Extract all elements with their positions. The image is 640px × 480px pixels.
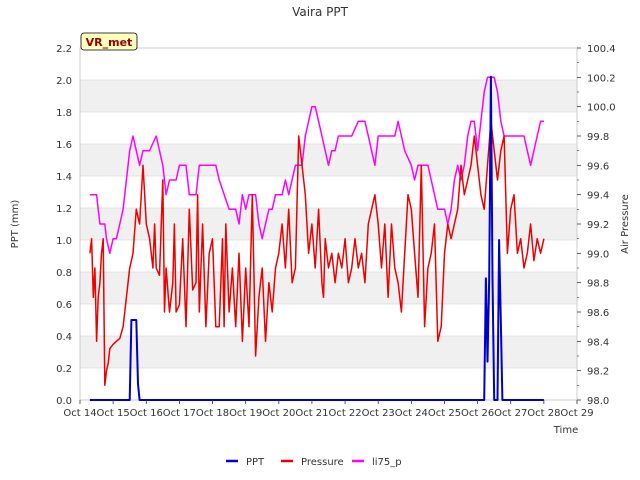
plot-band xyxy=(80,272,577,304)
right-tick-label: 98.4 xyxy=(587,337,609,348)
series-lines xyxy=(89,75,545,401)
badge-label: VR_met xyxy=(86,36,133,49)
x-tick-label: Oct 24 xyxy=(395,408,428,419)
right-tick-label: 99.2 xyxy=(587,220,609,231)
left-tick-label: 1.0 xyxy=(56,236,72,247)
right-tick-label: 99.8 xyxy=(587,132,609,143)
left-axis: 0.0 0.2 0.4 0.6 0.8 1.0 1.2 1.4 1.6 1.8 2.0 2.2 xyxy=(56,44,72,407)
x-tick-label: Oct 23 xyxy=(362,408,395,419)
x-tick-label: Oct 19 xyxy=(229,408,262,419)
x-tick-label: Oct 14 xyxy=(63,408,96,419)
badge-box xyxy=(80,32,138,51)
x-tick-label: Oct 15 xyxy=(97,408,130,419)
left-tick-label: 0.6 xyxy=(56,300,72,311)
right-tick-label: 100.4 xyxy=(587,44,616,55)
right-tick-label: 100.2 xyxy=(587,73,616,84)
right-tick-label: 98.2 xyxy=(587,367,609,378)
legend-label: li75_p xyxy=(372,457,402,468)
left-tick-label: 0.0 xyxy=(56,396,72,407)
right-tick-label: 98.8 xyxy=(587,279,609,290)
chart-title: Vaira PPT xyxy=(292,5,349,19)
x-tick-label: Oct 25 xyxy=(428,408,461,419)
left-tick-label: 0.2 xyxy=(56,364,72,375)
right-tick-label: 99.0 xyxy=(587,249,609,260)
plot-band xyxy=(80,80,577,112)
legend-label: Pressure xyxy=(301,457,344,468)
right-tick-label: 99.4 xyxy=(587,191,609,202)
right-tick-label: 99.6 xyxy=(587,161,609,172)
left-tick-label: 0.8 xyxy=(56,268,72,279)
legend-label: PPT xyxy=(246,457,265,468)
x-tick-label: Oct 17 xyxy=(163,408,196,419)
series-line-ppt xyxy=(89,75,544,401)
left-tick-label: 0.4 xyxy=(56,332,72,343)
x-tick-label: Oct 26 xyxy=(461,408,494,419)
station-badge: VR_met xyxy=(80,32,138,51)
left-tick-label: 1.4 xyxy=(56,172,72,183)
left-tick-label: 2.0 xyxy=(56,76,72,87)
right-tick-label: 98.6 xyxy=(587,308,609,319)
x-axis: Oct 14 Oct 15 Oct 16 Oct 17 Oct 18 Oct 19 Oct … xyxy=(63,400,594,419)
left-tick-label: 1.2 xyxy=(56,204,72,215)
x-tick-label: Oct 16 xyxy=(130,408,163,419)
left-tick-label: 1.8 xyxy=(56,108,72,119)
x-tick-label: Oct 29 xyxy=(560,408,593,419)
plot-band xyxy=(80,144,577,176)
right-tick-label: 98.0 xyxy=(587,396,609,407)
x-tick-label: Oct 28 xyxy=(527,408,560,419)
left-tick-label: 1.6 xyxy=(56,140,72,151)
x-tick-label: Oct 18 xyxy=(196,408,229,419)
legend: PPT Pressure li75_p xyxy=(226,457,402,468)
x-tick-label: Oct 22 xyxy=(328,408,361,419)
x-tick-label: Oct 21 xyxy=(295,408,328,419)
left-tick-label: 2.2 xyxy=(56,44,72,55)
right-tick-label: 100.0 xyxy=(587,103,616,114)
right-axis: 98.0 98.2 98.4 98.6 98.8 99.0 99.2 99.4 99.6 99.8… xyxy=(577,44,616,407)
series-line-pressure xyxy=(89,120,545,387)
right-axis-label: Air Pressure xyxy=(620,194,631,254)
x-tick-label: Oct 27 xyxy=(494,408,527,419)
x-tick-label: Oct 20 xyxy=(262,408,295,419)
series-line-li75-p xyxy=(89,76,544,255)
x-axis-label: Time xyxy=(553,425,578,436)
left-axis-label: PPT (mm) xyxy=(10,200,21,249)
